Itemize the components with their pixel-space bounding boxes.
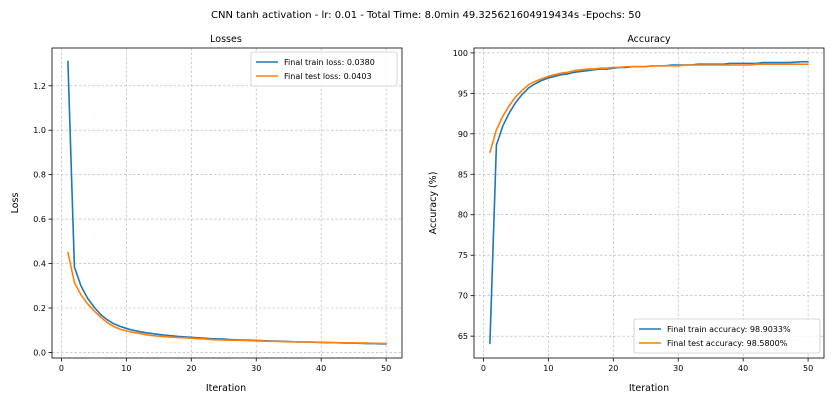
accuracy-x-tick-label: 40	[738, 364, 748, 373]
losses-y-tick-label: 1.2	[33, 82, 46, 91]
accuracy-y-tick-label: 80	[458, 211, 468, 220]
losses-y-tick-label: 0.8	[33, 171, 46, 180]
losses-ticks: 0 10 20 30 40 50 0.0 0.2 0.4 0.6 0.8 1.0 1.2	[33, 82, 391, 373]
losses-x-tick-label: 0	[59, 364, 64, 373]
losses-y-axis-label: Loss	[10, 193, 21, 214]
losses-y-tick-label: 0.2	[33, 304, 46, 313]
accuracy-y-tick-label: 70	[458, 292, 468, 301]
accuracy-series-line-test	[489, 63, 809, 154]
losses-legend-box	[250, 51, 398, 87]
accuracy-y-tick-label: 100	[453, 49, 468, 58]
losses-panel: Losses 0 10 20 30 40 500.00.20.40.60.81.01.2 …	[10, 34, 403, 394]
losses-x-tick-label: 50	[381, 364, 391, 373]
losses-y-tick-label: 0.6	[33, 215, 46, 224]
losses-axes-frame	[51, 47, 403, 359]
accuracy-y-tick-label: 95	[458, 89, 468, 98]
accuracy-series	[489, 60, 809, 345]
losses-legend-label-train: Final train loss: 0.0380	[284, 58, 375, 67]
accuracy-grid	[474, 48, 824, 358]
losses-y-tick-label: 1.0	[33, 126, 46, 135]
accuracy-y-axis-label: Accuracy (%)	[428, 172, 439, 235]
losses-x-axis-label: Iteration	[206, 383, 246, 394]
accuracy-y-tick-label: 90	[458, 130, 468, 139]
losses-series	[67, 60, 387, 345]
accuracy-x-tick-label: 20	[608, 364, 618, 373]
accuracy-legend-box	[633, 318, 821, 354]
accuracy-legend-label-train: Final train accuracy: 98.9033%	[667, 325, 791, 334]
accuracy-y-tick-label: 85	[458, 170, 468, 179]
accuracy-x-axis-label: Iteration	[629, 383, 669, 394]
accuracy-legend-label-test: Final test accuracy: 98.5800%	[667, 339, 788, 348]
losses-series-line-test	[67, 251, 387, 345]
figure-title: CNN tanh activation - lr: 0.01 - Total T…	[211, 10, 641, 21]
accuracy-panel: Accuracy 0 10 20 30 40 50 65 70 75 80 85 90 95 100 It…	[428, 34, 825, 394]
losses-x-tick-label: 20	[186, 364, 196, 373]
accuracy-axes-frame	[473, 47, 825, 359]
accuracy-x-tick-label: 50	[803, 364, 813, 373]
losses-legend: Final train loss: 0.0380 Final test loss…	[250, 51, 398, 87]
losses-x-tick-label: 10	[121, 364, 131, 373]
accuracy-legend: Final train accuracy: 98.9033% Final tes…	[633, 318, 821, 354]
accuracy-y-tick-label: 65	[458, 332, 468, 341]
losses-x-tick-label: 40	[316, 364, 326, 373]
accuracy-title: Accuracy	[627, 34, 671, 45]
accuracy-x-tick-label: 10	[543, 364, 553, 373]
losses-x-tick-label: 30	[251, 364, 261, 373]
losses-y-tick-label: 0.0	[33, 348, 46, 357]
losses-y-tick-label: 0.4	[33, 260, 46, 269]
accuracy-x-tick-label: 0	[481, 364, 486, 373]
losses-legend-label-test: Final test loss: 0.0403	[284, 72, 372, 81]
accuracy-ticks: 0 10 20 30 40 50 65 70 75 80 85 90 95 100	[453, 49, 813, 373]
losses-grid	[52, 48, 402, 358]
losses-title: Losses	[210, 34, 242, 45]
accuracy-y-tick-label: 75	[458, 251, 468, 260]
accuracy-x-tick-label: 30	[673, 364, 683, 373]
